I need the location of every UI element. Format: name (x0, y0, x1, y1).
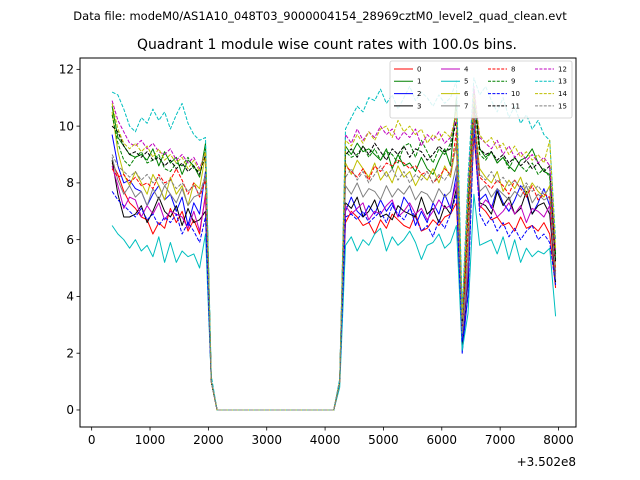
legend-label: 7 (464, 102, 468, 110)
y-tick-label: 6 (66, 233, 74, 247)
x-tick-label: 0 (88, 433, 96, 447)
figure-suptitle: Data file: modeM0/AS1A10_048T03_90000041… (73, 9, 567, 23)
y-tick-label: 12 (59, 63, 74, 77)
legend-label: 3 (417, 102, 421, 110)
x-tick-label: 4000 (310, 433, 341, 447)
plot-area (80, 58, 576, 427)
legend-label: 11 (511, 102, 520, 110)
x-tick-label: 7000 (485, 433, 516, 447)
x-offset-label: +3.502e8 (517, 455, 576, 469)
legend-label: 13 (558, 78, 567, 86)
legend-label: 9 (511, 78, 515, 86)
series-line-15 (111, 117, 557, 411)
chart-title: Quadrant 1 module wise count rates with … (137, 37, 517, 53)
legend-label: 1 (417, 78, 421, 86)
y-tick-label: 4 (66, 290, 74, 304)
plot-frame (79, 57, 577, 428)
legend-label: 14 (558, 90, 567, 98)
legend-label: 10 (511, 90, 520, 98)
y-tick-label: 10 (59, 119, 74, 133)
y-tick-label: 2 (66, 346, 74, 360)
x-tick-label: 1000 (135, 433, 166, 447)
legend-label: 5 (464, 78, 468, 86)
x-tick-label: 5000 (368, 433, 399, 447)
y-tick-label: 0 (66, 403, 74, 417)
legend-label: 2 (417, 90, 421, 98)
legend-label: 12 (558, 65, 567, 73)
legend-label: 15 (558, 102, 567, 110)
legend-label: 0 (417, 65, 421, 73)
y-tick-label: 8 (66, 176, 74, 190)
x-tick-label: 3000 (251, 433, 282, 447)
series-line-14 (111, 94, 557, 411)
x-tick-label: 8000 (543, 433, 574, 447)
series-line-9 (111, 100, 557, 411)
series-lines (111, 77, 557, 411)
legend-label: 4 (464, 65, 469, 73)
legend-frame (389, 60, 573, 119)
legend-label: 8 (511, 65, 515, 73)
x-tick-label: 2000 (193, 433, 224, 447)
x-tick-label: 6000 (427, 433, 458, 447)
series-line-12 (111, 85, 557, 411)
axis-ticks: 0 1000 2000 3000 4000 5000 6000 7000 80000246810… (59, 63, 574, 447)
legend-label: 6 (464, 90, 469, 98)
